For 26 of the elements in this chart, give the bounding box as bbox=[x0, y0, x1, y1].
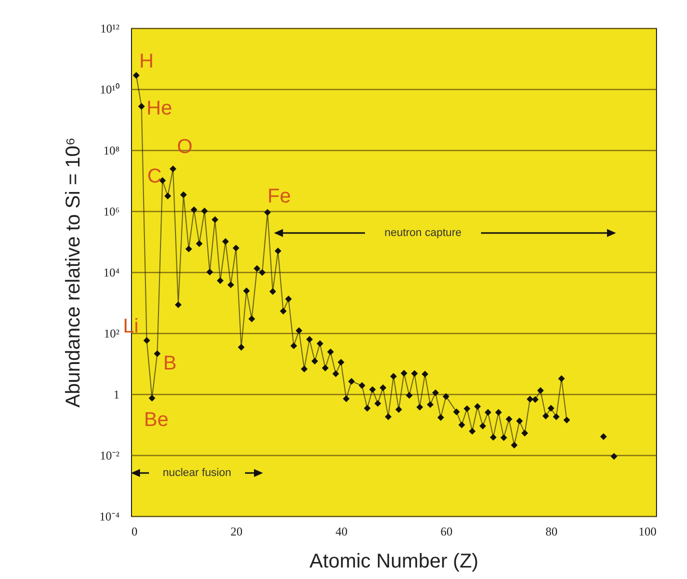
annotation: Fe bbox=[268, 185, 291, 208]
annotation: H bbox=[139, 50, 154, 72]
y-tick-label: 10⁻² bbox=[100, 448, 120, 462]
y-tick-label: 10² bbox=[104, 326, 120, 340]
x-tick-label: 20 bbox=[230, 524, 242, 538]
annotation: He bbox=[146, 97, 172, 120]
x-tick-label: 0 bbox=[132, 524, 138, 538]
x-tick-label: 60 bbox=[440, 524, 452, 538]
y-tick-label: 10¹² bbox=[100, 22, 120, 36]
y-axis-title: Abundance relative to Si = 10⁶ bbox=[62, 137, 84, 408]
y-tick-label: 10¹⁰ bbox=[100, 82, 120, 96]
x-tick-label: 80 bbox=[546, 524, 558, 538]
annotation: neutron capture bbox=[384, 227, 462, 239]
x-tick-label: 100 bbox=[638, 524, 656, 538]
annotation: Be bbox=[144, 409, 168, 432]
x-axis-title: Atomic Number (Z) bbox=[310, 550, 478, 572]
y-tick-label: 10⁴ bbox=[103, 266, 120, 280]
annotation: C bbox=[147, 166, 162, 188]
annotation: Li bbox=[122, 315, 139, 338]
y-tick-label: 10⁸ bbox=[103, 144, 120, 158]
x-tick-label: 40 bbox=[336, 524, 348, 538]
annotation: nuclear fusion bbox=[162, 467, 232, 479]
y-tick-label: 10⁻⁴ bbox=[99, 510, 120, 524]
annotation: B bbox=[163, 352, 177, 375]
y-tick-label: 10⁶ bbox=[103, 204, 120, 218]
y-tick-label: 1 bbox=[114, 388, 120, 402]
